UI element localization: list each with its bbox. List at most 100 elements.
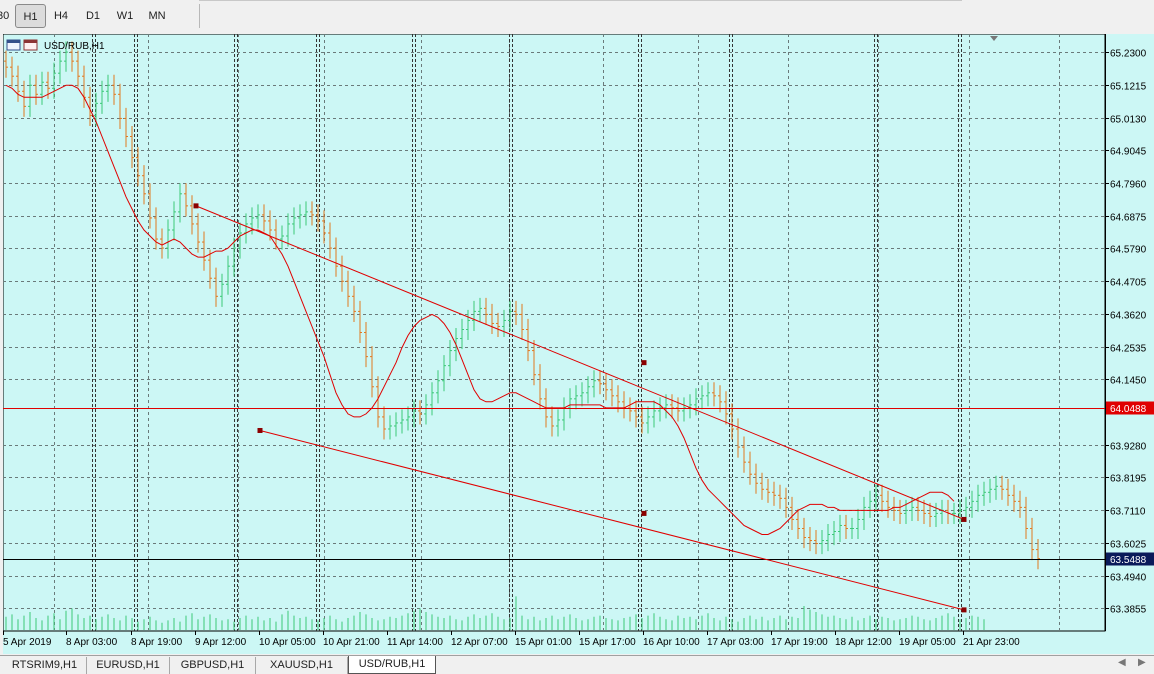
ohlc-bar [550, 406, 554, 437]
price-chart[interactable]: 64.0488 63.5488 65.2300 65.1215 65.0130 64.9… [2, 33, 1154, 654]
trendline-anchor-point [961, 607, 967, 613]
ohlc-bar [1030, 517, 1034, 561]
ohlc-bar [970, 490, 974, 518]
ohlc-bar [604, 373, 608, 401]
time-tick-label: 9 Apr 12:00 [195, 637, 247, 648]
ohlc-bar [982, 481, 986, 506]
price-tick-label: 65.1215 [1110, 82, 1147, 93]
ohlc-bar [52, 62, 56, 99]
price-label-text: 63.5488 [1110, 555, 1147, 566]
ohlc-bar [760, 472, 764, 500]
time-tick-label: 8 Apr 19:00 [131, 637, 183, 648]
price-tick-label: 63.6025 [1110, 540, 1147, 551]
ohlc-bar [184, 183, 188, 217]
ohlc-bar [22, 80, 26, 117]
ohlc-bar [418, 400, 422, 425]
price-tick-label: 64.7960 [1110, 180, 1147, 191]
tab-eurusd[interactable]: EURUSD,H1 [87, 657, 170, 674]
horizontal-lines[interactable]: 64.0488 63.5488 [3, 401, 1154, 567]
ohlc-bar [490, 303, 494, 335]
shift-marker-icon[interactable] [990, 36, 998, 41]
tab-rtsrim9[interactable]: RTSRIM9,H1 [3, 657, 87, 674]
ohlc-bar [334, 237, 338, 277]
ohlc-bar [658, 397, 662, 422]
timeframe-w1-button[interactable]: W1 [116, 10, 134, 22]
ohlc-bar [610, 379, 614, 407]
ohlc-bar [874, 484, 878, 512]
ohlc-bar [178, 183, 182, 223]
tab-scroll-left-icon[interactable]: ◀ [1118, 657, 1126, 668]
ohlc-bar [586, 376, 590, 404]
ohlc-bar [958, 499, 962, 524]
ohlc-bar [364, 321, 368, 368]
timeframe-h1-button[interactable]: H1 [15, 4, 46, 28]
ohlc-bar [130, 125, 134, 169]
ohlc-bar [832, 520, 836, 546]
tab-xauusd[interactable]: XAUUSD,H1 [256, 657, 348, 674]
ohlc-bar [988, 478, 992, 503]
timeframe-d1-button[interactable]: D1 [85, 10, 101, 22]
ohlc-bar [244, 213, 248, 244]
ohlc-bar [262, 204, 266, 232]
tab-gbpusd[interactable]: GBPUSD,H1 [170, 657, 256, 674]
price-label-box [1106, 552, 1154, 566]
ohlc-bar [574, 385, 578, 410]
time-tick-label: 16 Apr 10:00 [643, 637, 700, 648]
ohlc-bar [472, 300, 476, 331]
ohlc-bar [298, 204, 302, 229]
price-tick-label: 64.4705 [1110, 278, 1147, 289]
price-tick-label: 63.4940 [1110, 573, 1147, 584]
price-axis: 65.2300 65.1215 65.0130 64.9045 64.7960 64.68… [1105, 34, 1147, 631]
price-bars [4, 41, 1040, 570]
ohlc-bar [190, 195, 194, 235]
chart-symbol-label: USD/RUB,H1 [44, 41, 105, 52]
ohlc-bar [868, 490, 872, 518]
moving-average-line [5, 84, 955, 535]
toolbar-top-border [199, 0, 962, 1]
timeframe-m30-button[interactable]: 30 [0, 10, 10, 22]
ohlc-bar [82, 65, 86, 108]
timeframe-h4-button[interactable]: H4 [53, 10, 69, 22]
price-tick-label: 64.5790 [1110, 245, 1147, 256]
ohlc-bar [622, 391, 626, 419]
time-tick-label: 5 Apr 2019 [3, 637, 52, 648]
ohlc-bar [1000, 475, 1004, 500]
ohlc-bar [640, 406, 644, 434]
ohlc-bar [724, 391, 728, 425]
price-tick-label: 63.7110 [1110, 507, 1146, 518]
timeframe-mn-button[interactable]: MN [148, 10, 166, 22]
ohlc-bar [100, 80, 104, 114]
chart-window[interactable]: 64.0488 63.5488 65.2300 65.1215 65.0130 64.9… [2, 33, 1154, 654]
ohlc-bar [196, 213, 200, 253]
tab-scroll-right-icon[interactable]: ▶ [1138, 657, 1146, 668]
time-tick-label: 11 Apr 14:00 [387, 637, 443, 648]
time-tick-label: 21 Apr 23:00 [963, 637, 1020, 648]
ohlc-bar [526, 318, 530, 362]
ohlc-bar [922, 499, 926, 524]
ohlc-bar [886, 490, 890, 518]
ohlc-bar [850, 517, 854, 540]
ohlc-bar [1018, 490, 1022, 518]
ohlc-bar [694, 388, 698, 416]
ohlc-bar [964, 496, 968, 521]
ohlc-bar [70, 41, 74, 72]
ohlc-bar [346, 270, 350, 307]
ohlc-bar [562, 397, 566, 431]
ohlc-bar [826, 523, 830, 552]
trendlines[interactable] [193, 203, 967, 613]
ohlc-bar [556, 409, 560, 437]
price-label-text: 64.0488 [1110, 404, 1147, 415]
price-tick-label: 64.9045 [1110, 147, 1147, 158]
ohlc-bar [358, 300, 362, 344]
price-tick-label: 64.6875 [1110, 213, 1147, 224]
trendline-anchor-point [641, 360, 647, 366]
time-tick-label: 17 Apr 19:00 [771, 637, 828, 648]
chart-header: USD/RUB,H1 [6, 36, 998, 52]
trendline-anchor-point [193, 203, 199, 209]
ohlc-bar [844, 514, 848, 540]
ohlc-bar [238, 222, 242, 259]
ohlc-bar [460, 318, 464, 350]
tab-usdrub[interactable]: USD/RUB,H1 [348, 656, 436, 674]
ohlc-bar [730, 403, 734, 440]
chart-window-icon [6, 39, 38, 51]
